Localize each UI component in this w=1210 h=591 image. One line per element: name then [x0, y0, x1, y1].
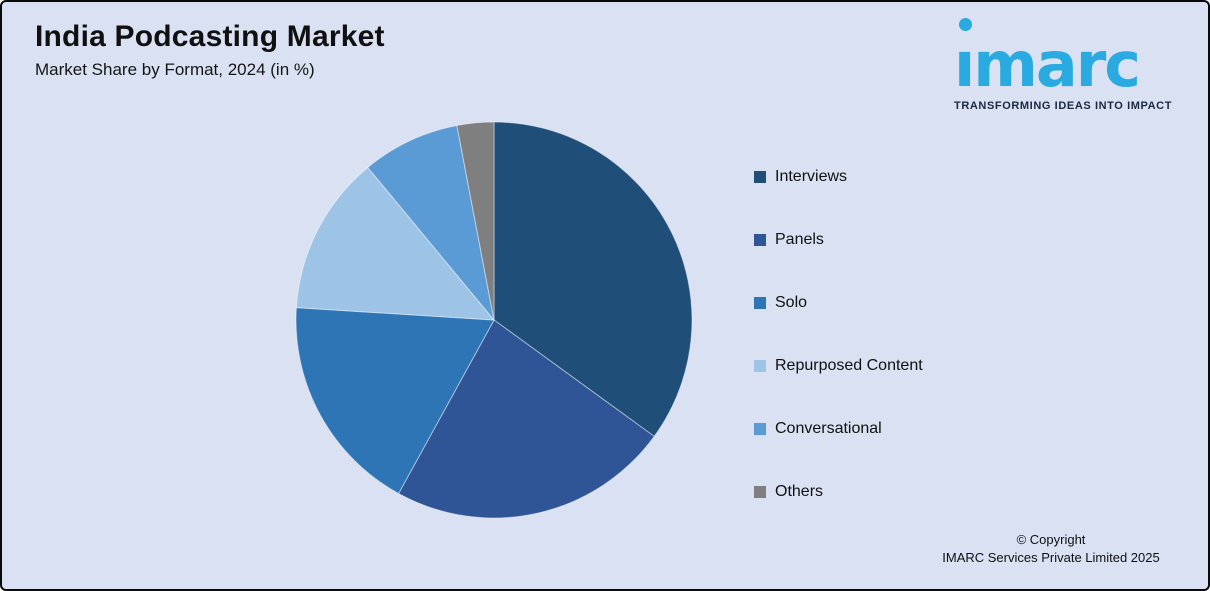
- legend-item-conversational: Conversational: [754, 418, 923, 439]
- page-title: India Podcasting Market: [35, 20, 385, 53]
- imarc-logo: ımarc TRANSFORMING IDEAS INTO IMPACT: [954, 12, 1186, 112]
- imarc-logo-text: ımarc: [954, 12, 1186, 96]
- pie-slice-interviews: [493, 121, 693, 437]
- legend-item-solo: Solo: [754, 292, 923, 313]
- legend-swatch-interviews: [754, 170, 766, 183]
- copyright-block: © Copyright IMARC Services Private Limit…: [916, 531, 1186, 567]
- legend-swatch-others: [754, 485, 766, 498]
- pie-slice-others: [456, 121, 495, 321]
- pie-slice-panels: [398, 319, 655, 519]
- title-block: India Podcasting Market Market Share by …: [35, 20, 385, 80]
- legend-item-repurposed-content: Repurposed Content: [754, 355, 923, 376]
- legend-label-panels: Panels: [775, 230, 824, 248]
- legend-swatch-repurposed-content: [754, 359, 766, 372]
- chart-legend: Interviews Panels Solo Repurposed Content Co…: [754, 166, 923, 502]
- pie-slice-conversational: [367, 125, 495, 321]
- copyright-line2: IMARC Services Private Limited 2025: [942, 550, 1160, 565]
- copyright-line1: © Copyright: [1016, 532, 1086, 547]
- legend-label-solo: Solo: [775, 293, 808, 311]
- legend-label-others: Others: [775, 482, 824, 500]
- imarc-logo-dot-icon: [959, 18, 972, 31]
- legend-item-interviews: Interviews: [754, 166, 923, 187]
- legend-swatch-panels: [754, 233, 766, 246]
- imarc-logo-tagline: TRANSFORMING IDEAS INTO IMPACT: [954, 100, 1173, 112]
- legend-item-others: Others: [754, 481, 923, 502]
- legend-label-conversational: Conversational: [775, 419, 882, 437]
- pie-chart: [295, 121, 693, 519]
- legend-label-repurposed-content: Repurposed Content: [775, 356, 923, 374]
- page-subtitle: Market Share by Format, 2024 (in %): [35, 60, 315, 79]
- legend-label-interviews: Interviews: [775, 167, 848, 185]
- legend-swatch-solo: [754, 296, 766, 309]
- imarc-logo-wordmark: ımarc: [954, 28, 1141, 101]
- pie-slice-solo: [295, 307, 495, 495]
- pie-slice-repurposed-content: [295, 166, 495, 321]
- legend-swatch-conversational: [754, 422, 766, 435]
- legend-item-panels: Panels: [754, 229, 923, 250]
